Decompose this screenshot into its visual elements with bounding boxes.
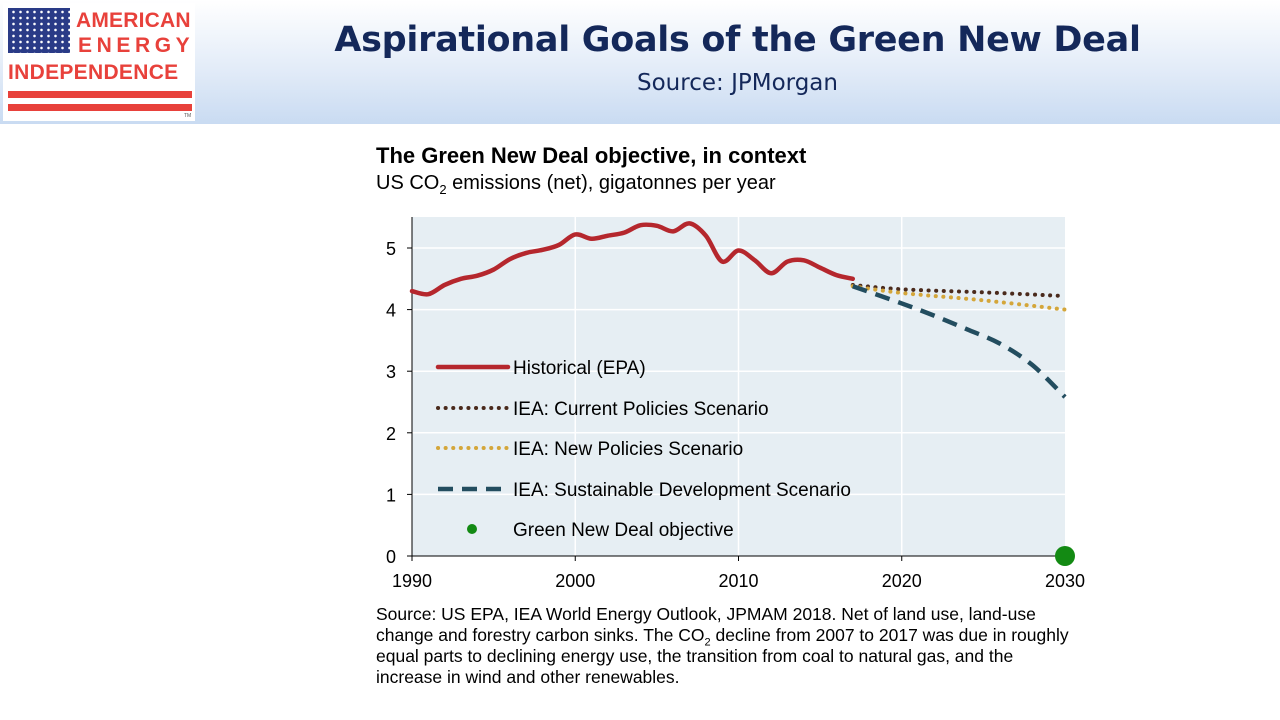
logo-line-1: AMERICAN: [76, 9, 191, 32]
footnote-subscript: 2: [704, 636, 711, 649]
legend-label-iea-current-policies-scenario: IEA: Current Policies Scenario: [513, 399, 769, 420]
y-tick-label: 5: [386, 239, 396, 259]
page-title: Aspirational Goals of the Green New Deal: [334, 20, 1141, 60]
page-source: Source: JPMorgan: [637, 70, 838, 96]
chart-subtitle-pre: US CO: [376, 172, 440, 194]
x-tick-label: 2020: [882, 571, 922, 591]
header-banner: AMERICAN ENERGY INDEPENDENCE TM Aspirati…: [0, 0, 1280, 124]
logo-line-3: INDEPENDENCE: [8, 61, 179, 84]
legend-label-iea-sustainable-development-scenario: IEA: Sustainable Development Scenario: [513, 480, 851, 501]
chart-subtitle-subscript: 2: [439, 182, 447, 197]
flag-stars-icon: [8, 8, 70, 53]
iea-current-policies-scenario-line: [850, 282, 1067, 299]
chart-subtitle: US CO2 emissions (net), gigatonnes per y…: [376, 172, 776, 197]
iea-sustainable-development-scenario-line: [852, 284, 1067, 399]
x-tick-label: 2000: [555, 571, 595, 591]
legend-swatch-green-new-deal-objective: [467, 524, 477, 534]
green-new-deal-objective-point: [1055, 546, 1075, 566]
footnote-part-1: Source: US EPA, IEA World Energy Outlook…: [376, 604, 1036, 645]
chart-subtitle-post: emissions (net), gigatonnes per year: [446, 172, 776, 194]
flag-stripe: [8, 104, 192, 111]
chart-footnote: Source: US EPA, IEA World Energy Outlook…: [376, 604, 1076, 688]
y-tick-label: 2: [386, 424, 396, 444]
y-tick-label: 1: [386, 485, 396, 505]
logo-line-2: ENERGY: [78, 34, 195, 57]
x-tick-label: 2030: [1045, 571, 1085, 591]
footnote-part-2: decline from 2007 to 2017 was due in rou…: [376, 625, 1069, 687]
x-tick-label: 1990: [392, 571, 432, 591]
y-tick-label: 4: [386, 301, 396, 321]
flag-stripe: [8, 91, 192, 98]
historical-epa-line: [409, 221, 856, 297]
legend-label-iea-new-policies-scenario: IEA: New Policies Scenario: [513, 439, 743, 460]
american-energy-independence-logo: AMERICAN ENERGY INDEPENDENCE TM: [3, 3, 195, 121]
y-tick-label: 3: [386, 362, 396, 382]
legend-label-green-new-deal-objective: Green New Deal objective: [513, 520, 734, 541]
y-tick-label: 0: [386, 547, 396, 567]
x-tick-label: 2010: [718, 571, 758, 591]
legend-label-historical-epa: Historical (EPA): [513, 358, 646, 379]
trademark-mark: TM: [184, 113, 192, 119]
iea-new-policies-scenario-line: [850, 284, 1067, 312]
chart-title: The Green New Deal objective, in context: [376, 143, 807, 168]
